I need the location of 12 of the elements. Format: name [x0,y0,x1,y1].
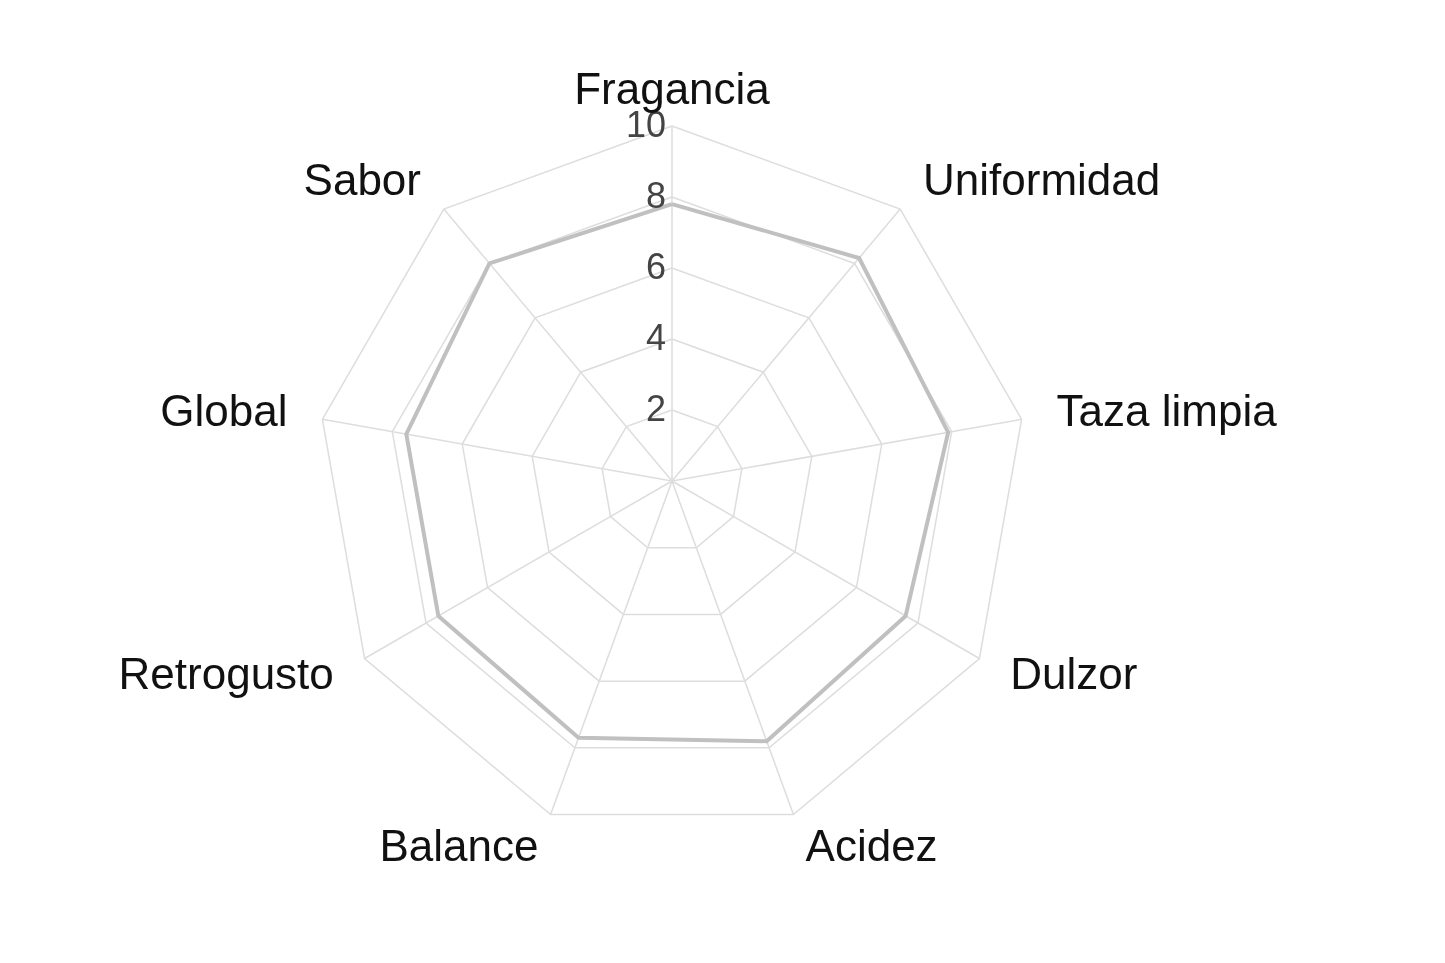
spoke-label: Global [160,386,288,436]
spoke-label: Balance [379,820,539,870]
spoke-label: Sabor [303,154,421,204]
spoke-label: Dulzor [1010,649,1138,699]
spoke-label: Uniformidad [923,154,1161,204]
y-tick-label: 4 [645,317,666,358]
y-tick-label: 2 [645,388,666,429]
spoke-label: Retrogusto [118,649,334,699]
spoke-label: Acidez [805,820,938,870]
spoke-label: Taza limpia [1056,386,1278,436]
y-tick-label: 8 [645,175,666,216]
y-tick-label: 6 [645,246,666,287]
